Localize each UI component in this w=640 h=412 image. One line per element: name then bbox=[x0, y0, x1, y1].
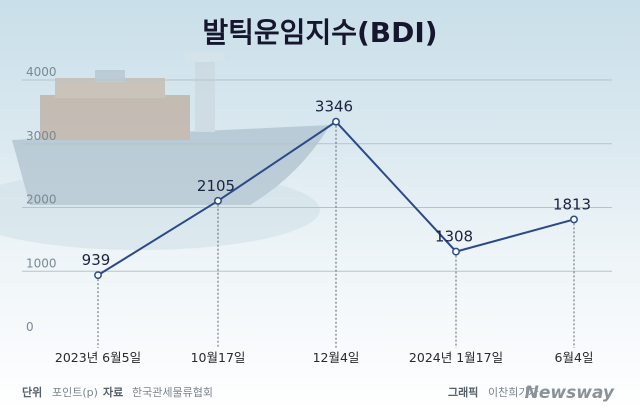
x-tick-label: 10월17일 bbox=[191, 350, 246, 365]
credit-value: 이찬희기자 bbox=[488, 385, 539, 399]
data-label: 1308 bbox=[435, 228, 473, 246]
brand-logo: Newsway bbox=[525, 383, 615, 403]
x-tick-label: 2024년 1월17일 bbox=[409, 350, 503, 365]
data-point bbox=[452, 247, 460, 256]
data-label: 2105 bbox=[197, 177, 235, 195]
data-point bbox=[94, 271, 102, 280]
source-value: 한국관세물류협회 bbox=[132, 386, 213, 399]
x-tick-label: 2023년 6월5일 bbox=[55, 350, 141, 365]
x-tick-label: 12월4일 bbox=[313, 350, 360, 365]
y-tick-label: 3000 bbox=[26, 129, 57, 143]
y-axis-ticks: 0 1000 2000 3000 4000 bbox=[26, 65, 57, 334]
data-points bbox=[94, 117, 578, 280]
unit-value: 포인트(p) bbox=[52, 386, 98, 399]
data-label: 939 bbox=[82, 251, 111, 269]
y-tick-label: 4000 bbox=[26, 65, 57, 79]
data-point bbox=[332, 117, 340, 126]
source-label: 자료 bbox=[103, 385, 123, 399]
data-point bbox=[214, 196, 222, 205]
credit-label: 그래픽 bbox=[448, 385, 478, 399]
data-point bbox=[570, 215, 578, 224]
ship-illustration bbox=[0, 52, 330, 250]
data-label: 1813 bbox=[553, 195, 591, 213]
data-labels: 939 2105 3346 1308 1813 bbox=[82, 98, 591, 269]
gridlines bbox=[22, 79, 612, 272]
y-tick-label: 0 bbox=[26, 320, 34, 334]
chart-title: 발틱운임지수(BDI) bbox=[202, 16, 437, 49]
unit-label: 단위 bbox=[22, 385, 42, 399]
footer: 단위 포인트(p) 자료 한국관세물류협회 그래픽 이찬희기자 Newsway bbox=[22, 383, 615, 403]
x-axis-ticks: 2023년 6월5일 10월17일 12월4일 2024년 1월17일 6월4일 bbox=[55, 350, 594, 365]
y-tick-label: 1000 bbox=[26, 256, 57, 270]
data-label: 3346 bbox=[315, 98, 353, 116]
x-tick-label: 6월4일 bbox=[555, 350, 594, 365]
y-tick-label: 2000 bbox=[26, 193, 57, 207]
drop-lines bbox=[97, 121, 575, 348]
